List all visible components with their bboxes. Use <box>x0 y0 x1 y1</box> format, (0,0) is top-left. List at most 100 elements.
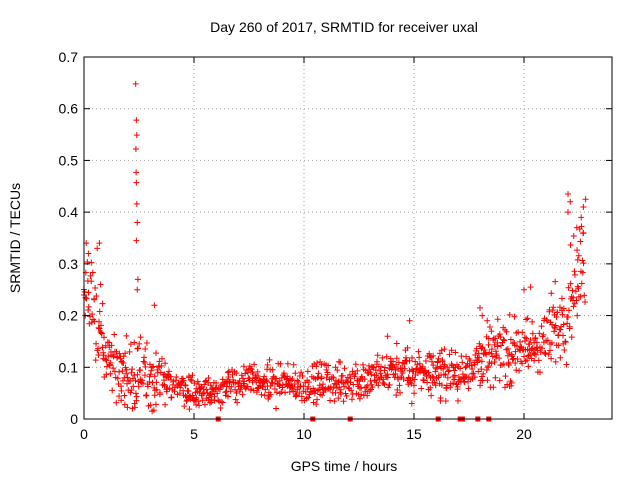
data-point <box>313 363 320 370</box>
data-point <box>494 316 501 323</box>
data-point <box>136 340 143 347</box>
data-point <box>224 369 231 376</box>
chart-title: Day 260 of 2017, SRMTID for receiver uxa… <box>210 19 478 35</box>
data-point <box>483 351 490 358</box>
data-point <box>512 359 519 366</box>
data-point <box>426 372 433 379</box>
data-point <box>127 341 134 348</box>
data-point <box>419 363 426 370</box>
data-point <box>559 311 566 318</box>
data-point <box>305 379 312 386</box>
data-point <box>463 353 470 360</box>
data-point <box>445 368 452 375</box>
data-point <box>526 341 533 348</box>
data-point <box>554 309 561 316</box>
data-point <box>293 392 300 399</box>
data-point <box>377 363 384 370</box>
data-point <box>226 378 233 385</box>
data-point <box>504 345 511 352</box>
data-point <box>330 384 337 391</box>
data-point <box>480 370 487 377</box>
data-point-highlight <box>580 229 587 236</box>
data-point <box>141 354 148 361</box>
data-point <box>234 399 241 406</box>
data-point <box>111 331 118 338</box>
data-point <box>288 385 295 392</box>
data-point <box>88 259 95 266</box>
data-point <box>533 339 540 346</box>
data-point <box>286 388 293 395</box>
data-point <box>390 358 397 365</box>
data-point <box>150 407 157 414</box>
data-point <box>571 300 578 307</box>
data-point <box>452 349 459 356</box>
points-layer <box>80 80 589 415</box>
y-tick-label: 0.2 <box>59 308 79 324</box>
data-point <box>156 391 163 398</box>
data-point <box>153 386 160 393</box>
data-point-highlight <box>94 245 101 252</box>
data-point <box>481 347 488 354</box>
data-point <box>240 375 247 382</box>
data-point <box>327 397 334 404</box>
data-point <box>397 389 404 396</box>
data-point <box>448 347 455 354</box>
data-point <box>298 369 305 376</box>
data-point <box>177 384 184 391</box>
data-point <box>120 353 127 360</box>
data-point <box>147 371 154 378</box>
data-point <box>436 350 443 357</box>
data-point <box>248 366 255 373</box>
data-point <box>282 389 289 396</box>
data-point <box>269 366 276 373</box>
data-point <box>124 404 131 411</box>
data-point <box>356 385 363 392</box>
data-point <box>108 342 115 349</box>
data-point-highlight <box>133 200 140 207</box>
data-point <box>523 335 530 342</box>
data-point <box>173 374 180 381</box>
data-point <box>123 370 130 377</box>
data-point <box>393 392 400 399</box>
data-point <box>496 355 503 362</box>
data-point <box>362 388 369 395</box>
data-point <box>364 382 371 389</box>
data-point <box>574 256 581 263</box>
data-point <box>478 345 485 352</box>
data-point <box>288 377 295 384</box>
data-point <box>432 382 439 389</box>
data-point <box>429 373 436 380</box>
data-point <box>444 374 451 381</box>
data-point <box>492 335 499 342</box>
data-point <box>465 385 472 392</box>
data-point <box>441 346 448 353</box>
data-point <box>575 252 582 259</box>
data-point <box>525 363 532 370</box>
data-point <box>276 377 283 384</box>
data-point <box>126 348 133 355</box>
data-point <box>249 370 256 377</box>
data-point <box>580 260 587 267</box>
data-point <box>133 393 140 400</box>
data-point-highlight <box>132 80 139 87</box>
data-point <box>300 383 307 390</box>
data-point-highlight <box>477 304 483 311</box>
data-point-highlight <box>131 400 138 407</box>
data-point <box>291 380 298 387</box>
data-point <box>424 379 431 386</box>
x-axis-label: GPS time / hours <box>291 458 398 474</box>
data-point <box>118 397 125 404</box>
data-point <box>342 390 349 397</box>
data-point <box>96 308 103 315</box>
data-point <box>156 358 163 365</box>
data-point <box>485 335 492 342</box>
data-point <box>107 359 114 366</box>
data-point <box>513 342 520 349</box>
data-point-highlight <box>565 191 571 198</box>
data-point <box>450 380 457 387</box>
data-point <box>196 402 203 409</box>
data-point <box>233 389 240 396</box>
data-point <box>91 296 98 303</box>
data-point <box>113 348 120 355</box>
data-point <box>116 393 123 400</box>
